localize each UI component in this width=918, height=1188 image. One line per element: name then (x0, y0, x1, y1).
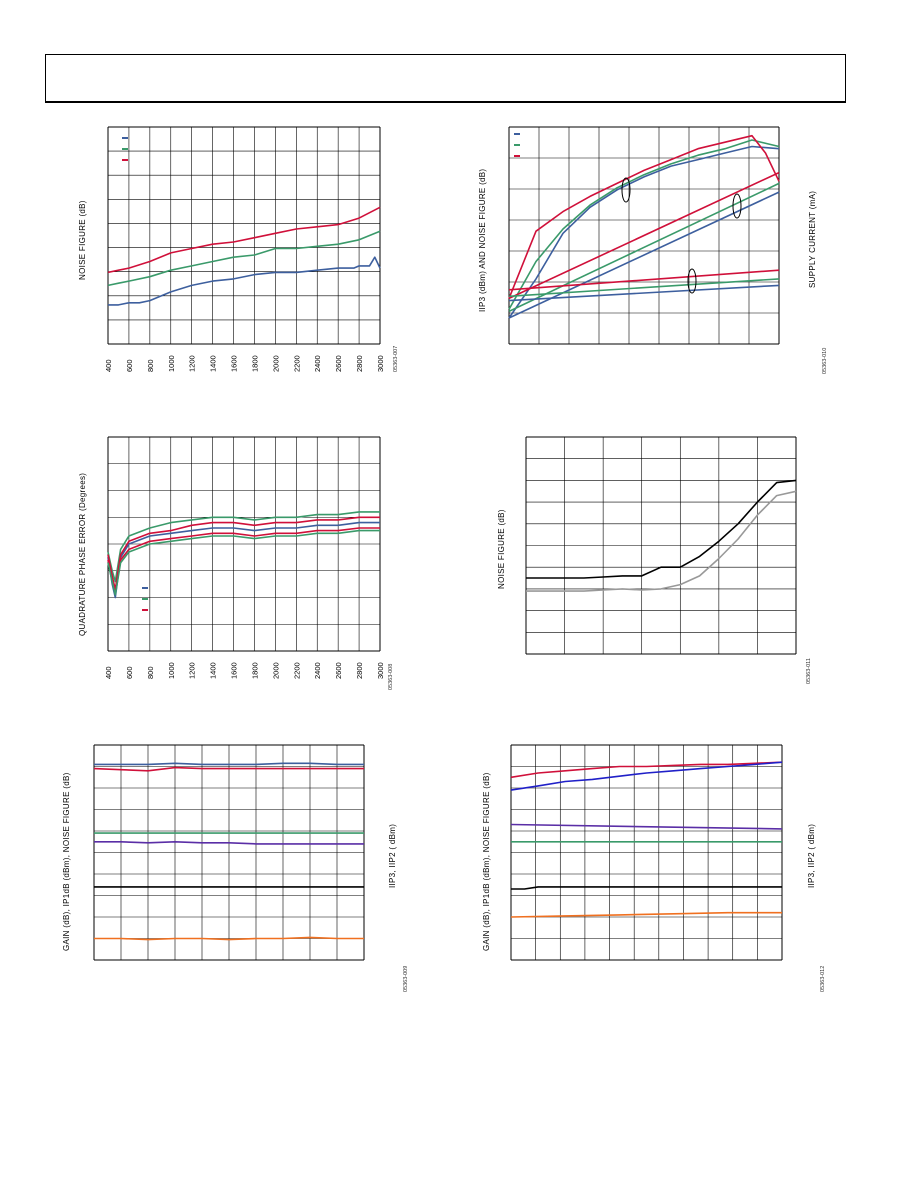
series-line-2 (107, 206, 381, 274)
x-tick-label: 2000 (271, 662, 280, 679)
series-line-0 (526, 479, 797, 579)
series-line-2 (510, 823, 783, 830)
x-tick-label: 400 (104, 666, 113, 679)
series-line-5 (508, 171, 780, 300)
series-line-1 (107, 511, 380, 583)
series-line-3 (94, 840, 364, 845)
series-line-1 (526, 490, 797, 592)
x-tick-label: 600 (125, 666, 134, 679)
annotation-ellipse (687, 268, 697, 294)
series-line-5 (510, 911, 782, 918)
x-tick-label: 2400 (313, 355, 322, 372)
x-tick-label: 2400 (313, 662, 322, 679)
x-tick-label: 1000 (167, 355, 176, 372)
series-line-8 (508, 269, 780, 291)
x-tick-label: 1400 (209, 662, 218, 679)
x-tick-label: 2600 (334, 662, 343, 679)
series-line-1 (107, 230, 381, 287)
x-tick-label: 800 (146, 666, 155, 679)
series-line-0 (94, 762, 364, 766)
series-line-0 (108, 256, 381, 306)
series-line-4 (107, 529, 380, 596)
series-line-1 (508, 139, 780, 310)
x-tick-label: 2800 (355, 355, 364, 372)
series-line-0 (510, 761, 783, 779)
series-line-5 (94, 936, 364, 941)
series-line-1 (93, 766, 364, 772)
x-tick-label: 1800 (250, 355, 259, 372)
x-tick-label: 2800 (355, 662, 364, 679)
series-line-0 (508, 145, 780, 319)
x-tick-label: 3000 (376, 355, 385, 372)
series-line-2 (508, 134, 780, 299)
x-tick-label: 1200 (188, 355, 197, 372)
x-tick-label: 3000 (376, 662, 385, 679)
annotation-ellipse (732, 193, 742, 219)
series-line-4 (508, 182, 780, 313)
x-tick-label: 2200 (292, 662, 301, 679)
series-line-6 (508, 284, 780, 302)
x-tick-label: 1400 (209, 355, 218, 372)
page-header-box (45, 54, 846, 103)
x-tick-label: 2000 (271, 355, 280, 372)
x-tick-label: 1600 (230, 662, 239, 679)
x-tick-label: 1000 (167, 662, 176, 679)
series-line-7 (508, 278, 780, 298)
x-tick-label: 1200 (188, 662, 197, 679)
x-tick-label: 600 (125, 359, 134, 372)
x-tick-label: 2200 (292, 355, 301, 372)
x-tick-label: 800 (146, 359, 155, 372)
x-tick-label: 2600 (334, 355, 343, 372)
x-tick-label: 1600 (230, 355, 239, 372)
series-line-4 (511, 886, 782, 890)
annotation-ellipse (621, 177, 631, 203)
x-tick-label: 400 (104, 359, 113, 372)
x-tick-label: 1800 (250, 662, 259, 679)
series-line-1 (510, 761, 783, 791)
